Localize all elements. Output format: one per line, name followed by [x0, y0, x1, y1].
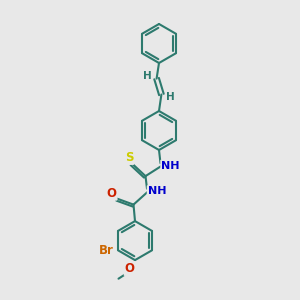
Text: NH: NH	[161, 160, 180, 171]
Text: S: S	[125, 151, 133, 164]
Text: H: H	[143, 70, 152, 81]
Text: Br: Br	[99, 244, 114, 257]
Text: O: O	[106, 187, 117, 200]
Text: O: O	[124, 262, 135, 275]
Text: NH: NH	[148, 186, 166, 196]
Text: H: H	[166, 92, 175, 103]
